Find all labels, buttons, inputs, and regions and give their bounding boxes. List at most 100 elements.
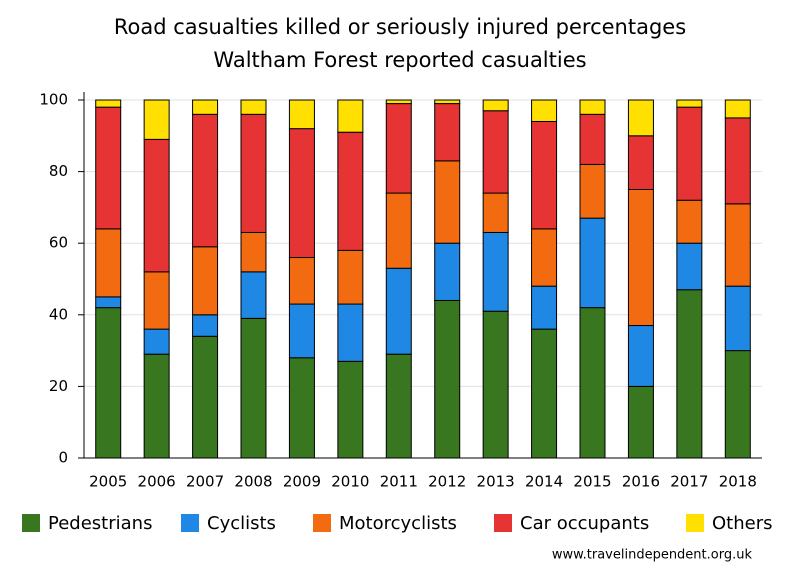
bar-segment (531, 228, 558, 287)
bar-segment (676, 106, 703, 201)
legend-label: Others (712, 513, 773, 534)
legend-swatch (313, 514, 331, 532)
x-tick-label: 2018 (719, 473, 757, 491)
bar-segment (482, 99, 509, 112)
x-tick-label: 2015 (573, 473, 611, 491)
legend-swatch (181, 514, 199, 532)
bar-segment (627, 99, 654, 137)
bar-segment (240, 99, 267, 115)
bar-segment (288, 128, 315, 259)
chart-subtitle: Waltham Forest reported casualties (213, 48, 586, 72)
bar-segment (627, 135, 654, 191)
y-tick-label: 40 (49, 305, 68, 323)
y-tick-label: 80 (49, 162, 68, 180)
bar-segment (240, 231, 267, 273)
x-tick-label: 2012 (428, 473, 466, 491)
bar-segment (288, 357, 315, 459)
bar-segment (579, 99, 606, 115)
bar-segment (385, 103, 412, 194)
legend-swatch (494, 514, 512, 532)
bar-segment (192, 314, 219, 337)
bar-segment (192, 99, 219, 115)
bar-segment (288, 99, 315, 130)
legend-swatch (22, 514, 40, 532)
bar-segment (385, 267, 412, 355)
x-tick-label: 2013 (477, 473, 515, 491)
bar-segment (434, 103, 461, 162)
bar-segment (434, 160, 461, 244)
bar-segment (579, 163, 606, 219)
bar-segment (337, 360, 364, 459)
legend-label: Car occupants (520, 513, 649, 534)
x-tick-label: 2006 (138, 473, 176, 491)
bar-segment (482, 192, 509, 233)
bar-segment (95, 106, 122, 230)
x-tick-label: 2007 (186, 473, 224, 491)
bar-segment (676, 99, 703, 108)
bar-segment (676, 199, 703, 244)
bar-segment (95, 99, 122, 108)
bar-segment (482, 231, 509, 312)
bar-segment (95, 307, 122, 459)
bar-segment (627, 385, 654, 459)
bar-segment (724, 99, 751, 119)
bar-segment (143, 271, 170, 330)
bar-segment (627, 189, 654, 327)
x-tick-label: 2017 (670, 473, 708, 491)
bar-segment (385, 353, 412, 459)
bar-segment (531, 285, 558, 330)
bar-segment (95, 228, 122, 298)
bar-segment (192, 335, 219, 459)
x-tick-label: 2011 (380, 473, 418, 491)
bar-segment (385, 192, 412, 269)
y-tick-label: 60 (49, 234, 68, 252)
bar-segment (724, 350, 751, 459)
bar-segment (579, 113, 606, 165)
bar-segment (579, 217, 606, 309)
bar-segment (143, 353, 170, 459)
source: www.travelindependent.org.uk (552, 548, 753, 563)
bar-segment (337, 99, 364, 133)
bar-segment (676, 289, 703, 459)
bar-segment (143, 99, 170, 140)
bar-segment (143, 328, 170, 355)
y-tick-label: 100 (39, 91, 68, 109)
bar-segment (143, 138, 170, 273)
bar-segment (531, 99, 558, 122)
x-tick-label: 2016 (622, 473, 660, 491)
bar-segment (434, 242, 461, 301)
bar-segment (192, 246, 219, 316)
bar-segment (434, 99, 461, 105)
bar-segment (724, 203, 751, 287)
legend-label: Cyclists (207, 513, 276, 534)
bar-segment (482, 310, 509, 459)
legend-swatch (686, 514, 704, 532)
bar-segment (240, 317, 267, 459)
legend-label: Motorcyclists (339, 513, 457, 534)
legend-label: Pedestrians (48, 513, 152, 534)
bar-segment (337, 303, 364, 362)
bar-segment (434, 299, 461, 459)
bar-segment (192, 113, 219, 248)
bar-segment (531, 328, 558, 459)
bar-segment (724, 285, 751, 352)
bar-segment (531, 120, 558, 230)
bar-segment (240, 113, 267, 233)
bar-segment (240, 271, 267, 319)
y-tick-label: 0 (58, 449, 68, 467)
x-tick-label: 2014 (525, 473, 563, 491)
y-tick-label: 20 (49, 377, 68, 395)
bar-segment (288, 257, 315, 305)
x-tick-label: 2009 (283, 473, 321, 491)
bar-segment (385, 99, 412, 105)
x-tick-label: 2005 (89, 473, 127, 491)
bar-segment (676, 242, 703, 291)
bar-segment (724, 117, 751, 205)
bar-segment (482, 110, 509, 194)
bar-segment (95, 296, 122, 309)
x-tick-label: 2010 (331, 473, 369, 491)
bar-segment (288, 303, 315, 359)
x-tick-label: 2008 (234, 473, 272, 491)
bar-segment (627, 325, 654, 387)
